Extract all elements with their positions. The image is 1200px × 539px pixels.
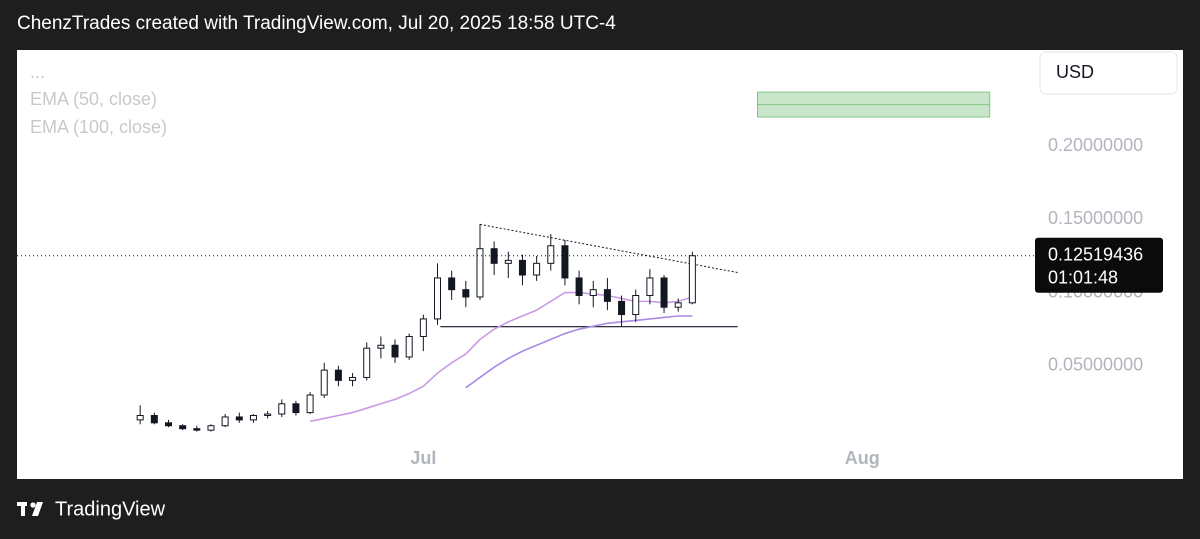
candle-body	[164, 422, 172, 427]
currency-button[interactable]	[1039, 51, 1178, 95]
candle-body	[405, 335, 413, 358]
candle-body	[589, 289, 597, 297]
candle-body	[349, 376, 357, 381]
footer: TradingView	[55, 498, 166, 520]
ema-line	[309, 291, 693, 423]
candle-body	[476, 248, 484, 298]
y-tick-label: 0.20000000	[1048, 135, 1143, 155]
candle-body	[561, 245, 569, 279]
price-label-box	[1035, 237, 1163, 293]
candle-body	[434, 277, 442, 320]
candle-body	[575, 277, 583, 297]
candle-body	[334, 369, 342, 381]
candle-body	[306, 394, 314, 414]
candle-body	[391, 344, 399, 358]
legend-more: ...	[30, 62, 45, 82]
candle-body	[278, 403, 286, 415]
candle-body	[264, 413, 272, 416]
candle-body	[646, 277, 654, 297]
candle-body	[419, 318, 427, 337]
candle-body	[320, 369, 328, 396]
ema-line	[465, 315, 693, 389]
y-tick-label: 0.15000000	[1048, 208, 1143, 228]
candle-body	[688, 255, 696, 304]
x-tick-label: Aug	[845, 448, 880, 468]
candle-body	[533, 262, 541, 276]
candle-body	[462, 289, 470, 298]
candle-body	[504, 259, 512, 264]
price-label: 0.12519436	[1048, 244, 1143, 264]
candle-body	[249, 414, 257, 421]
legend-entry: EMA (50, close)	[30, 89, 157, 109]
currency[interactable]: USD	[1056, 62, 1094, 82]
candle-body	[547, 245, 555, 264]
candle-body	[235, 416, 243, 421]
candle-body	[674, 302, 682, 308]
candle-body	[518, 259, 526, 276]
legend-entry: EMA (100, close)	[30, 117, 167, 137]
candle-body	[363, 347, 371, 378]
countdown: 01:01:48	[1048, 267, 1118, 287]
header: ChenzTrades created with TradingView.com…	[17, 13, 616, 34]
candle-body	[618, 300, 626, 316]
candle-body	[136, 414, 144, 421]
plot: Jul Aug	[17, 91, 1035, 468]
candle-body	[150, 414, 158, 424]
y-tick-label: 0.05000000	[1048, 355, 1143, 375]
candle-body	[377, 344, 385, 349]
candle-body	[221, 416, 229, 427]
candle-body	[179, 425, 187, 430]
candle-body	[193, 428, 201, 431]
candle-body	[207, 425, 215, 431]
candle-body	[603, 289, 611, 302]
candle-body	[292, 403, 300, 414]
candle-body	[490, 248, 498, 264]
candle-body	[448, 277, 456, 291]
chart-panel	[17, 50, 1183, 479]
candle-body	[632, 295, 640, 316]
logo	[17, 502, 43, 516]
candle-body	[660, 277, 668, 308]
x-tick-label: Jul	[410, 448, 436, 468]
